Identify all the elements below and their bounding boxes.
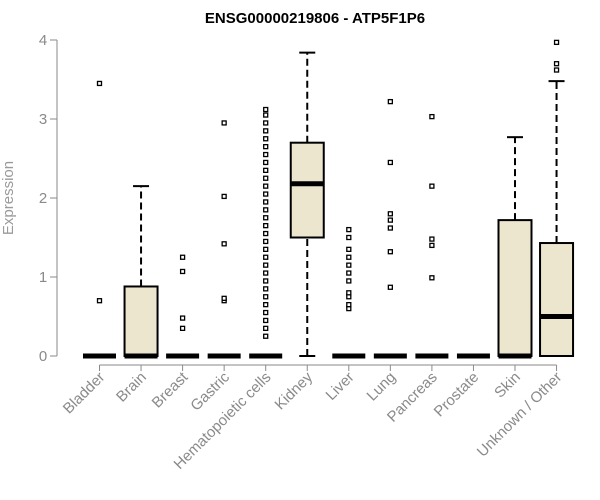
outlier-point	[179, 315, 186, 321]
boxes-group	[83, 39, 575, 359]
outlier-point	[553, 67, 560, 73]
outlier-point	[263, 286, 269, 292]
x-tick-label: Brain	[113, 369, 150, 406]
x-tick-label: Liver	[323, 369, 358, 404]
outlier-point	[429, 236, 435, 242]
outlier-point	[263, 246, 269, 253]
outlier-point	[553, 39, 560, 46]
outlier-point	[221, 241, 227, 247]
outlier-point	[346, 246, 352, 253]
box-body	[123, 285, 159, 358]
outlier-point	[263, 278, 269, 284]
outlier-point	[263, 128, 269, 134]
box-skin	[497, 136, 533, 359]
x-tick-label: Skin	[491, 369, 524, 402]
outlier-point	[346, 226, 352, 233]
box-liver	[332, 226, 366, 359]
y-axis-label: Expression	[0, 161, 17, 235]
outlier-point	[346, 290, 352, 296]
box-body	[497, 219, 533, 357]
outlier-point	[221, 295, 227, 301]
outlier-point	[387, 217, 394, 223]
box-brain	[123, 185, 159, 359]
outlier-point	[263, 238, 269, 245]
outlier-point	[263, 254, 269, 260]
outlier-point	[429, 113, 435, 120]
box-body	[539, 242, 575, 357]
outlier-point	[179, 254, 186, 260]
outlier-point	[387, 284, 394, 290]
outlier-point	[263, 301, 269, 308]
outlier-point	[96, 80, 103, 87]
outlier-point	[263, 106, 269, 113]
x-tick-label: Prostate	[431, 369, 483, 421]
box-breast	[166, 254, 200, 359]
outlier-point	[221, 120, 227, 126]
x-tick-label: Breast	[149, 368, 192, 411]
box-kidney	[289, 51, 325, 357]
box-lung	[373, 98, 407, 359]
outlier-point	[96, 298, 103, 304]
outlier-point	[263, 294, 269, 300]
x-tick-label: Kidney	[272, 368, 317, 413]
outlier-point	[387, 159, 394, 166]
outlier-point	[263, 207, 269, 213]
outlier-point	[387, 98, 394, 105]
outlier-point	[429, 242, 435, 249]
outlier-point	[346, 262, 352, 268]
outlier-point	[263, 159, 269, 166]
outlier-point	[263, 230, 269, 237]
box-pancreas	[415, 113, 449, 359]
outlier-point	[263, 199, 269, 205]
x-tick-label: Bladder	[60, 369, 109, 418]
outlier-point	[263, 325, 269, 332]
outlier-point	[429, 275, 435, 281]
outlier-point	[263, 333, 269, 339]
outlier-point	[263, 222, 269, 229]
outlier-point	[429, 183, 435, 189]
outlier-point	[263, 112, 269, 118]
outlier-point	[346, 301, 352, 308]
y-tick-label: 3	[39, 111, 47, 128]
outlier-point	[346, 278, 352, 284]
outlier-point	[263, 167, 269, 174]
outlier-point	[263, 136, 269, 142]
outlier-point	[263, 175, 269, 181]
box-bladder	[83, 80, 116, 359]
outlier-point	[346, 254, 352, 260]
y-tick-label: 1	[39, 269, 47, 286]
outlier-point	[263, 317, 269, 324]
box-unknown-other	[539, 39, 575, 357]
outlier-point	[179, 325, 186, 332]
chart-title: ENSG00000219806 - ATP5F1P6	[205, 10, 425, 27]
box-hematopoietic-cells	[249, 106, 283, 359]
outlier-point	[263, 309, 269, 316]
outlier-point	[387, 249, 394, 255]
outlier-point	[263, 215, 269, 221]
y-tick-label: 0	[39, 348, 47, 365]
outlier-point	[263, 120, 269, 126]
outlier-point	[346, 234, 352, 241]
y-tick-label: 2	[39, 190, 47, 207]
outlier-point	[387, 225, 394, 231]
outlier-point	[179, 268, 186, 275]
y-axis: 0 1 2 3 4	[39, 32, 58, 365]
outlier-point	[263, 151, 269, 158]
outlier-point	[263, 191, 269, 197]
x-tick-label: Lung	[364, 369, 400, 405]
outlier-point	[221, 193, 227, 200]
outlier-point	[263, 262, 269, 268]
box-gastric	[207, 120, 241, 359]
outlier-point	[263, 183, 269, 189]
outlier-point	[553, 61, 560, 67]
y-tick-label: 4	[39, 32, 47, 49]
box-body	[289, 141, 325, 239]
outlier-point	[263, 143, 269, 150]
outlier-point	[263, 270, 269, 276]
outlier-point	[346, 270, 352, 276]
outlier-point	[387, 211, 394, 217]
